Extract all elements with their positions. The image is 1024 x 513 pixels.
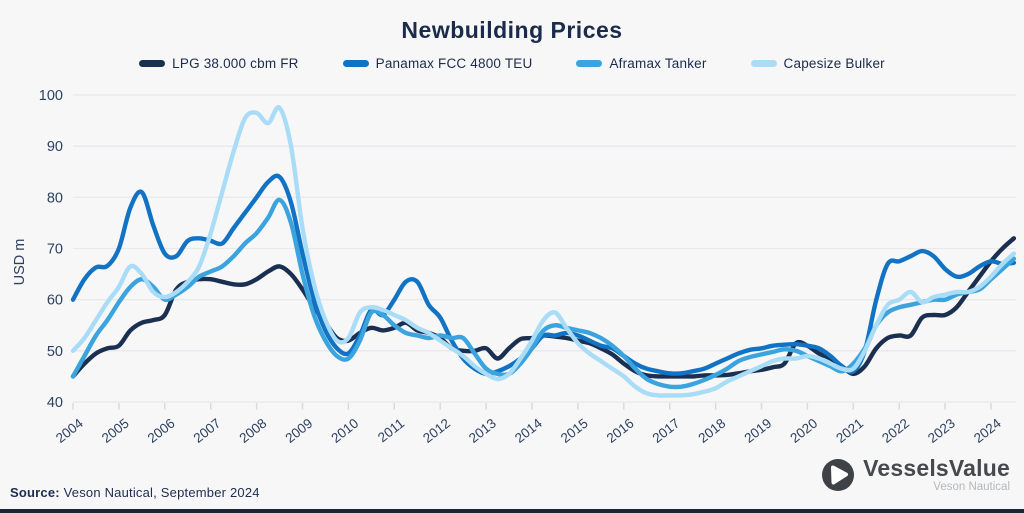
y-axis-label: USD m [12, 239, 28, 286]
x-tick-label-2019: 2019 [741, 416, 774, 446]
legend-item-aframax: Aframax Tanker [576, 56, 706, 71]
legend-label: LPG 38.000 cbm FR [172, 56, 299, 71]
x-tick-label-2015: 2015 [558, 416, 591, 446]
vesselsvalue-logo: VesselsValue Veson Nautical [821, 457, 1010, 494]
legend-swatch-aframax [576, 60, 603, 67]
x-tick-label-2008: 2008 [237, 416, 270, 446]
x-tick-label-2018: 2018 [696, 416, 729, 446]
source-note: Source: Veson Nautical, September 2024 [10, 485, 260, 500]
legend-swatch-capesize [750, 60, 777, 67]
x-tick-label-2013: 2013 [466, 416, 499, 446]
x-tick-label-2006: 2006 [145, 416, 178, 446]
legend-label: Panamax FCC 4800 TEU [375, 56, 533, 71]
y-tick-label-50: 50 [47, 344, 63, 360]
y-tick-label-100: 100 [39, 88, 63, 104]
series-line-capesize-bulker [70, 105, 1017, 398]
y-tick-label-70: 70 [47, 242, 63, 258]
source-text: Veson Nautical, September 2024 [63, 485, 260, 500]
x-tick-label-2005: 2005 [99, 416, 132, 446]
y-tick-label-90: 90 [47, 139, 63, 155]
x-tick-label-2007: 2007 [191, 416, 224, 446]
x-tick-label-2009: 2009 [282, 416, 315, 446]
legend-swatch-panamax [342, 60, 369, 67]
y-tick-label-60: 60 [47, 293, 63, 309]
x-tick-label-2010: 2010 [328, 416, 361, 446]
x-tick-label-2014: 2014 [512, 415, 545, 446]
y-tick-label-80: 80 [47, 190, 63, 206]
x-tick-label-2024: 2024 [971, 415, 1004, 446]
logo-brand: VesselsValue [863, 455, 1010, 481]
x-tick-label-2017: 2017 [650, 416, 683, 446]
series-line-panamax-fcc-4800-teu [70, 173, 1017, 377]
legend-item-capesize: Capesize Bulker [750, 56, 885, 71]
vesselsvalue-logo-icon [822, 459, 855, 492]
legend-item-lpg: LPG 38.000 cbm FR [139, 56, 298, 71]
x-tick-label-2022: 2022 [879, 416, 912, 446]
x-tick-label-2021: 2021 [833, 416, 866, 446]
y-tick-label-40: 40 [47, 395, 63, 411]
source-label: Source: [10, 485, 60, 500]
bottom-accent-bar [0, 509, 1024, 513]
legend-item-panamax: Panamax FCC 4800 TEU [342, 56, 533, 71]
x-tick-label-2004: 2004 [53, 415, 86, 446]
legend-label: Aframax Tanker [609, 56, 707, 71]
logo-text: VesselsValue Veson Nautical [863, 457, 1010, 494]
x-tick-label-2020: 2020 [787, 416, 820, 446]
series-line-aframax-tanker [70, 197, 1017, 390]
chart-legend: LPG 38.000 cbm FR Panamax FCC 4800 TEU A… [0, 56, 1024, 71]
legend-swatch-lpg [139, 60, 166, 67]
chart-title: Newbuilding Prices [401, 17, 623, 43]
x-tick-label-2023: 2023 [925, 416, 958, 446]
x-tick-label-2016: 2016 [604, 416, 637, 446]
x-tick-label-2012: 2012 [420, 416, 453, 446]
logo-subtitle: Veson Nautical [933, 481, 1010, 493]
x-tick-label-2011: 2011 [375, 416, 407, 446]
legend-label: Capesize Bulker [783, 56, 885, 71]
